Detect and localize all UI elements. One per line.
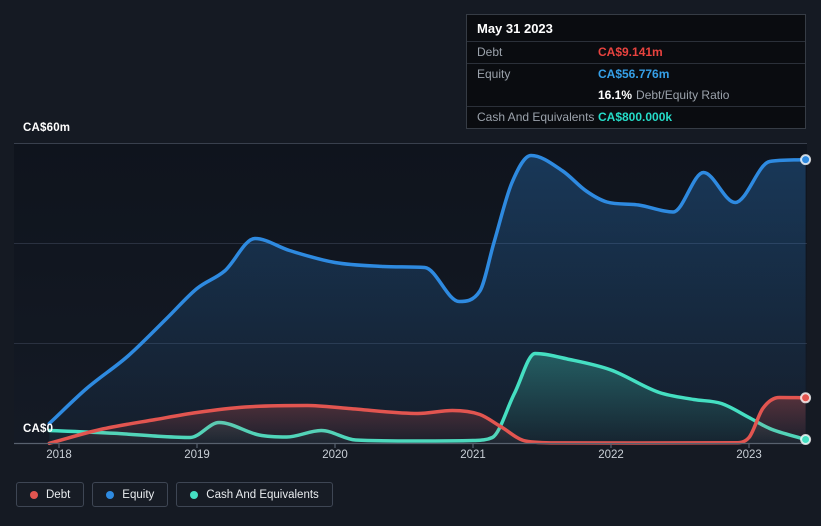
y-axis-label-max: CA$60m [23,122,71,134]
legend-label-equity: Equity [122,488,155,501]
tooltip-row-cash: Cash And Equivalents CA$800.000k [467,107,805,128]
debt-dot-icon [30,490,38,499]
tooltip-row-equity: Equity CA$56.776m [467,64,805,85]
tooltip-row-ratio: 16.1% Debt/Equity Ratio [467,85,805,107]
x-axis-tick-label: 2019 [184,449,210,461]
x-axis-tick-label: 2020 [322,449,348,461]
legend-item-equity[interactable]: Equity [92,482,169,507]
tooltip-debt-value: CA$9.141m [598,45,663,59]
x-axis-tick-label: 2021 [460,449,486,461]
cash-dot-icon [190,490,199,499]
tooltip-cash-value: CA$800.000k [598,110,673,124]
tooltip-equity-value: CA$56.776m [598,67,670,81]
tooltip-date: May 31 2023 [467,15,805,42]
tooltip-ratio-label: Debt/Equity Ratio [636,88,730,102]
legend-item-debt[interactable]: Debt [16,482,85,507]
x-axis-tick-label: 2022 [598,449,624,461]
tooltip-ratio-value: 16.1% [598,88,633,102]
tooltip-equity-label: Equity [477,67,511,81]
legend-item-cash[interactable]: Cash And Equivalents [176,482,333,507]
chart-tooltip: May 31 2023 Debt CA$9.141m Equity CA$56.… [466,14,806,129]
equity-dot-icon [106,490,115,499]
legend-label-debt: Debt [46,488,71,501]
y-axis-label-zero: CA$0 [23,423,54,435]
tooltip-debt-label: Debt [477,45,503,59]
x-axis-tick-label: 2023 [736,449,762,461]
tooltip-row-debt: Debt CA$9.141m [467,42,805,64]
x-axis-tick-label: 2018 [46,449,72,461]
tooltip-cash-label: Cash And Equivalents [477,110,595,124]
chart-legend: Debt Equity Cash And Equivalents [16,482,333,507]
legend-label-cash: Cash And Equivalents [206,488,319,501]
